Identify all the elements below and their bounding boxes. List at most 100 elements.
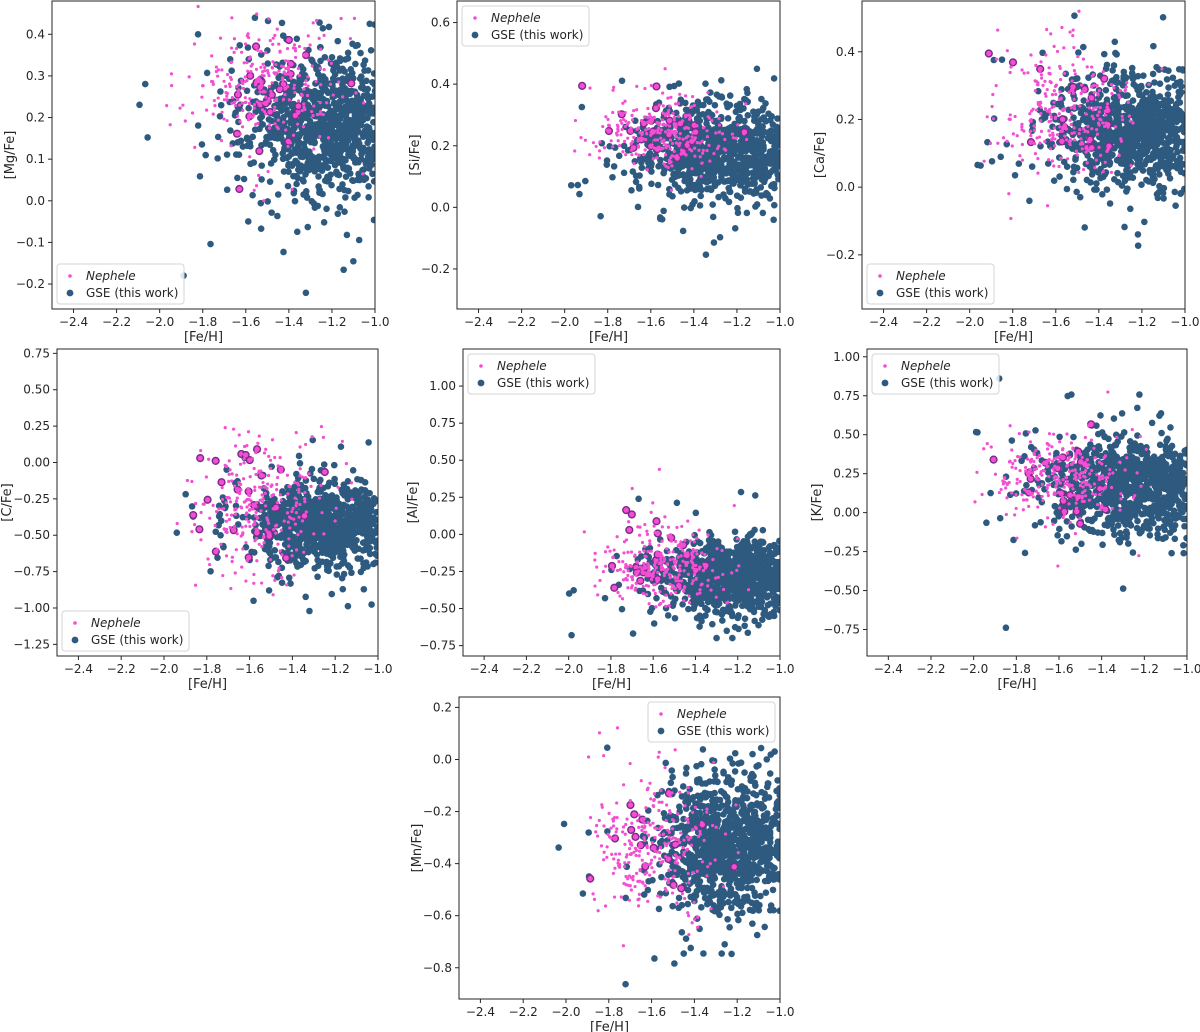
gse-point bbox=[1159, 14, 1167, 21]
nephele-point bbox=[1050, 93, 1055, 97]
nephele-point bbox=[305, 93, 310, 98]
gse-point bbox=[302, 289, 310, 297]
legend-box bbox=[461, 5, 590, 47]
nephele-point bbox=[1020, 128, 1024, 132]
nephele-point bbox=[265, 516, 269, 520]
gse-point bbox=[351, 194, 358, 202]
nephele-point bbox=[1095, 83, 1099, 88]
nephele-point bbox=[1069, 122, 1073, 126]
gse-point bbox=[212, 528, 220, 536]
nephele-point bbox=[1091, 117, 1096, 121]
gse-point bbox=[759, 104, 767, 112]
panel-mg: −2.4 −2.2 −2.0 −1.8 −1.6 −1.4 −1.2 −1.0−0.2−0.1… bbox=[3, 0, 390, 345]
gse-point bbox=[339, 585, 347, 593]
gse-point bbox=[335, 122, 342, 130]
gse-point bbox=[328, 53, 336, 61]
points-mg bbox=[136, 4, 375, 297]
gse-point bbox=[766, 151, 773, 159]
gse-point bbox=[747, 188, 754, 195]
nephele-point bbox=[254, 44, 258, 49]
gse-point bbox=[332, 496, 340, 504]
gse-point bbox=[354, 475, 361, 483]
gse-point bbox=[574, 181, 582, 189]
gse-point bbox=[1173, 138, 1181, 145]
nephele-point bbox=[181, 103, 185, 107]
nephele-point bbox=[285, 583, 289, 587]
nephele-point bbox=[255, 80, 259, 85]
nephele-point bbox=[243, 42, 248, 46]
gse-point bbox=[1113, 107, 1120, 115]
nephele-point bbox=[224, 464, 229, 469]
gse-point bbox=[1134, 242, 1142, 249]
nephele-point bbox=[1072, 69, 1077, 73]
nephele-point bbox=[257, 101, 262, 105]
x-tick-label: −2.0 bbox=[955, 315, 984, 329]
nephele-point bbox=[730, 132, 734, 136]
gse-point bbox=[1172, 202, 1179, 209]
nephele-point bbox=[278, 87, 282, 91]
nephele-point bbox=[286, 520, 290, 524]
nephele-point bbox=[611, 88, 615, 92]
gse-point bbox=[1180, 185, 1185, 193]
nephele-point bbox=[290, 187, 294, 191]
nephele-point bbox=[651, 117, 655, 121]
nephele-point bbox=[328, 82, 333, 86]
nephele-point bbox=[604, 115, 608, 119]
gse-point bbox=[1118, 182, 1126, 189]
nephele-point bbox=[246, 430, 251, 434]
gse-point bbox=[686, 180, 693, 188]
gse-point bbox=[311, 541, 319, 548]
gse-point bbox=[638, 164, 646, 172]
gse-point bbox=[247, 160, 254, 168]
nephele-point bbox=[281, 97, 286, 101]
nephele-point bbox=[1126, 100, 1130, 105]
nephele-point bbox=[277, 42, 281, 46]
nephele-point bbox=[224, 554, 229, 558]
x-tick-label: −2.2 bbox=[507, 315, 536, 329]
nephele-point bbox=[683, 126, 687, 130]
nephele-point bbox=[708, 159, 712, 163]
gse-point bbox=[293, 180, 300, 188]
nephele-point bbox=[298, 474, 302, 478]
gse-point bbox=[727, 166, 735, 174]
nephele-point bbox=[1057, 112, 1061, 116]
gse-point bbox=[182, 490, 189, 498]
nephele-point bbox=[206, 557, 210, 561]
nephele-point bbox=[290, 554, 294, 558]
nephele-point bbox=[240, 50, 244, 54]
nephele-point bbox=[216, 96, 220, 100]
gse-point bbox=[371, 143, 375, 150]
nephele-point bbox=[221, 573, 225, 578]
nephele-point bbox=[233, 103, 238, 108]
gse-point bbox=[696, 202, 704, 209]
gse-point bbox=[249, 133, 257, 141]
gse-point bbox=[726, 92, 734, 99]
gse-point bbox=[324, 103, 332, 110]
nephele-point bbox=[244, 541, 248, 545]
nephele-point bbox=[286, 59, 290, 63]
gse-point bbox=[1071, 12, 1078, 19]
nephele-point bbox=[1131, 121, 1135, 125]
nephele-point bbox=[693, 146, 697, 150]
gse-point bbox=[258, 113, 266, 120]
gse-point bbox=[317, 89, 325, 96]
gse-point bbox=[1093, 186, 1100, 193]
gse-point bbox=[1161, 101, 1168, 108]
gse-point bbox=[737, 173, 744, 180]
nephele-point bbox=[1039, 101, 1043, 105]
nephele-point bbox=[272, 98, 277, 103]
nephele-point bbox=[248, 97, 252, 101]
nephele-point bbox=[254, 451, 258, 455]
gse-point bbox=[282, 99, 290, 107]
nephele-point bbox=[1067, 90, 1071, 95]
nephele-point bbox=[314, 18, 319, 23]
nephele-point bbox=[297, 487, 301, 491]
gse-point bbox=[320, 461, 328, 468]
gse-point bbox=[606, 143, 613, 150]
nephele-point bbox=[1060, 139, 1064, 143]
gse-point bbox=[359, 539, 367, 546]
nephele-point bbox=[262, 485, 266, 489]
nephele-point bbox=[661, 111, 665, 115]
nephele-point bbox=[214, 459, 218, 463]
gse-point bbox=[1180, 161, 1185, 168]
